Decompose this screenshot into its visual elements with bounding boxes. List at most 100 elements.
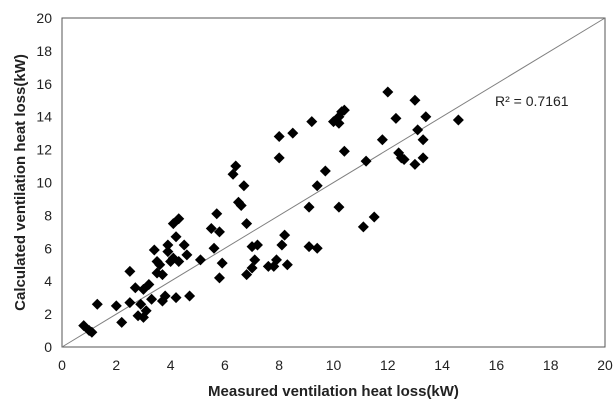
data-point bbox=[213, 226, 225, 238]
data-point bbox=[173, 213, 185, 225]
y-tick-label: 20 bbox=[36, 10, 52, 26]
data-point bbox=[382, 86, 394, 98]
y-tick-label: 0 bbox=[44, 339, 52, 355]
data-point bbox=[338, 104, 350, 116]
data-point bbox=[409, 158, 421, 170]
data-point bbox=[273, 130, 285, 142]
data-point bbox=[227, 168, 239, 180]
x-tick-label: 0 bbox=[58, 357, 66, 373]
x-tick-label: 16 bbox=[489, 357, 505, 373]
r-squared-annotation: R² = 0.7161 bbox=[495, 93, 569, 109]
data-point bbox=[417, 134, 429, 146]
data-point bbox=[338, 145, 350, 157]
data-point bbox=[306, 116, 318, 128]
data-point bbox=[213, 272, 225, 284]
x-tick-label: 18 bbox=[543, 357, 559, 373]
data-point bbox=[162, 246, 174, 258]
data-point bbox=[333, 201, 345, 213]
x-axis-title: Measured ventilation heat loss(kW) bbox=[208, 383, 459, 400]
data-point bbox=[216, 257, 228, 269]
data-point bbox=[390, 112, 402, 124]
data-point bbox=[276, 239, 288, 251]
data-point bbox=[86, 326, 98, 338]
y-tick-labels: 0 2 4 6 8 10 12 14 16 18 20 bbox=[36, 10, 52, 355]
data-point bbox=[146, 293, 158, 305]
y-tick-label: 2 bbox=[44, 306, 52, 322]
data-point bbox=[287, 127, 299, 139]
data-point bbox=[178, 239, 190, 251]
data-point bbox=[357, 221, 369, 233]
data-point bbox=[279, 229, 291, 241]
y-tick-label: 10 bbox=[36, 175, 52, 191]
x-tick-label: 12 bbox=[380, 357, 396, 373]
data-point bbox=[194, 254, 206, 266]
data-point bbox=[412, 124, 424, 136]
data-point bbox=[205, 223, 217, 235]
data-point bbox=[173, 255, 185, 267]
x-tick-label: 10 bbox=[326, 357, 342, 373]
data-point bbox=[251, 239, 263, 251]
x-tick-label: 20 bbox=[597, 357, 613, 373]
data-point bbox=[211, 208, 223, 220]
data-point bbox=[156, 269, 168, 281]
y-tick-label: 4 bbox=[44, 273, 52, 289]
data-point bbox=[116, 316, 128, 328]
y-tick-label: 14 bbox=[36, 109, 52, 125]
plot-area bbox=[61, 17, 606, 348]
x-tick-label: 14 bbox=[434, 357, 450, 373]
data-point bbox=[170, 231, 182, 243]
data-point bbox=[124, 297, 136, 309]
data-point bbox=[162, 239, 174, 251]
data-point bbox=[398, 153, 410, 165]
data-point bbox=[319, 165, 331, 177]
data-point bbox=[241, 218, 253, 230]
data-point bbox=[154, 259, 166, 271]
data-point bbox=[452, 114, 464, 126]
y-tick-label: 6 bbox=[44, 240, 52, 256]
x-tick-label: 4 bbox=[167, 357, 175, 373]
data-point bbox=[110, 300, 122, 312]
data-point bbox=[170, 292, 182, 304]
data-point bbox=[311, 180, 323, 192]
data-point bbox=[311, 242, 323, 254]
x-tick-label: 8 bbox=[275, 357, 283, 373]
data-point bbox=[281, 259, 293, 271]
x-tick-label: 2 bbox=[112, 357, 120, 373]
data-point bbox=[333, 117, 345, 129]
data-point bbox=[91, 298, 103, 310]
data-point bbox=[273, 152, 285, 164]
data-point bbox=[143, 278, 155, 290]
data-point bbox=[376, 134, 388, 146]
data-point bbox=[184, 290, 196, 302]
data-point bbox=[246, 262, 258, 274]
y-tick-label: 16 bbox=[36, 76, 52, 92]
data-point bbox=[238, 180, 250, 192]
y-axis-title: Calculated ventilation heat loss(kW) bbox=[12, 54, 29, 311]
data-point bbox=[303, 241, 315, 253]
data-point bbox=[140, 305, 152, 317]
x-tick-labels: 0 2 4 6 8 10 12 14 16 18 20 bbox=[58, 357, 613, 373]
data-point bbox=[159, 290, 171, 302]
data-point bbox=[165, 255, 177, 267]
data-point bbox=[303, 201, 315, 213]
data-point bbox=[129, 282, 141, 294]
data-point bbox=[148, 244, 160, 256]
data-points bbox=[78, 86, 464, 338]
y-tick-label: 8 bbox=[44, 207, 52, 223]
data-point bbox=[249, 254, 261, 266]
y-tick-label: 12 bbox=[36, 142, 52, 158]
reference-line bbox=[61, 17, 606, 348]
data-point bbox=[208, 242, 220, 254]
data-point bbox=[135, 298, 147, 310]
data-point bbox=[409, 94, 421, 106]
data-point bbox=[420, 111, 432, 123]
x-tick-label: 6 bbox=[221, 357, 229, 373]
data-point bbox=[360, 155, 372, 167]
data-point bbox=[181, 249, 193, 261]
data-point bbox=[270, 254, 282, 266]
data-point bbox=[230, 160, 242, 172]
data-point bbox=[124, 265, 136, 277]
y-tick-label: 18 bbox=[36, 43, 52, 59]
data-point bbox=[241, 269, 253, 281]
